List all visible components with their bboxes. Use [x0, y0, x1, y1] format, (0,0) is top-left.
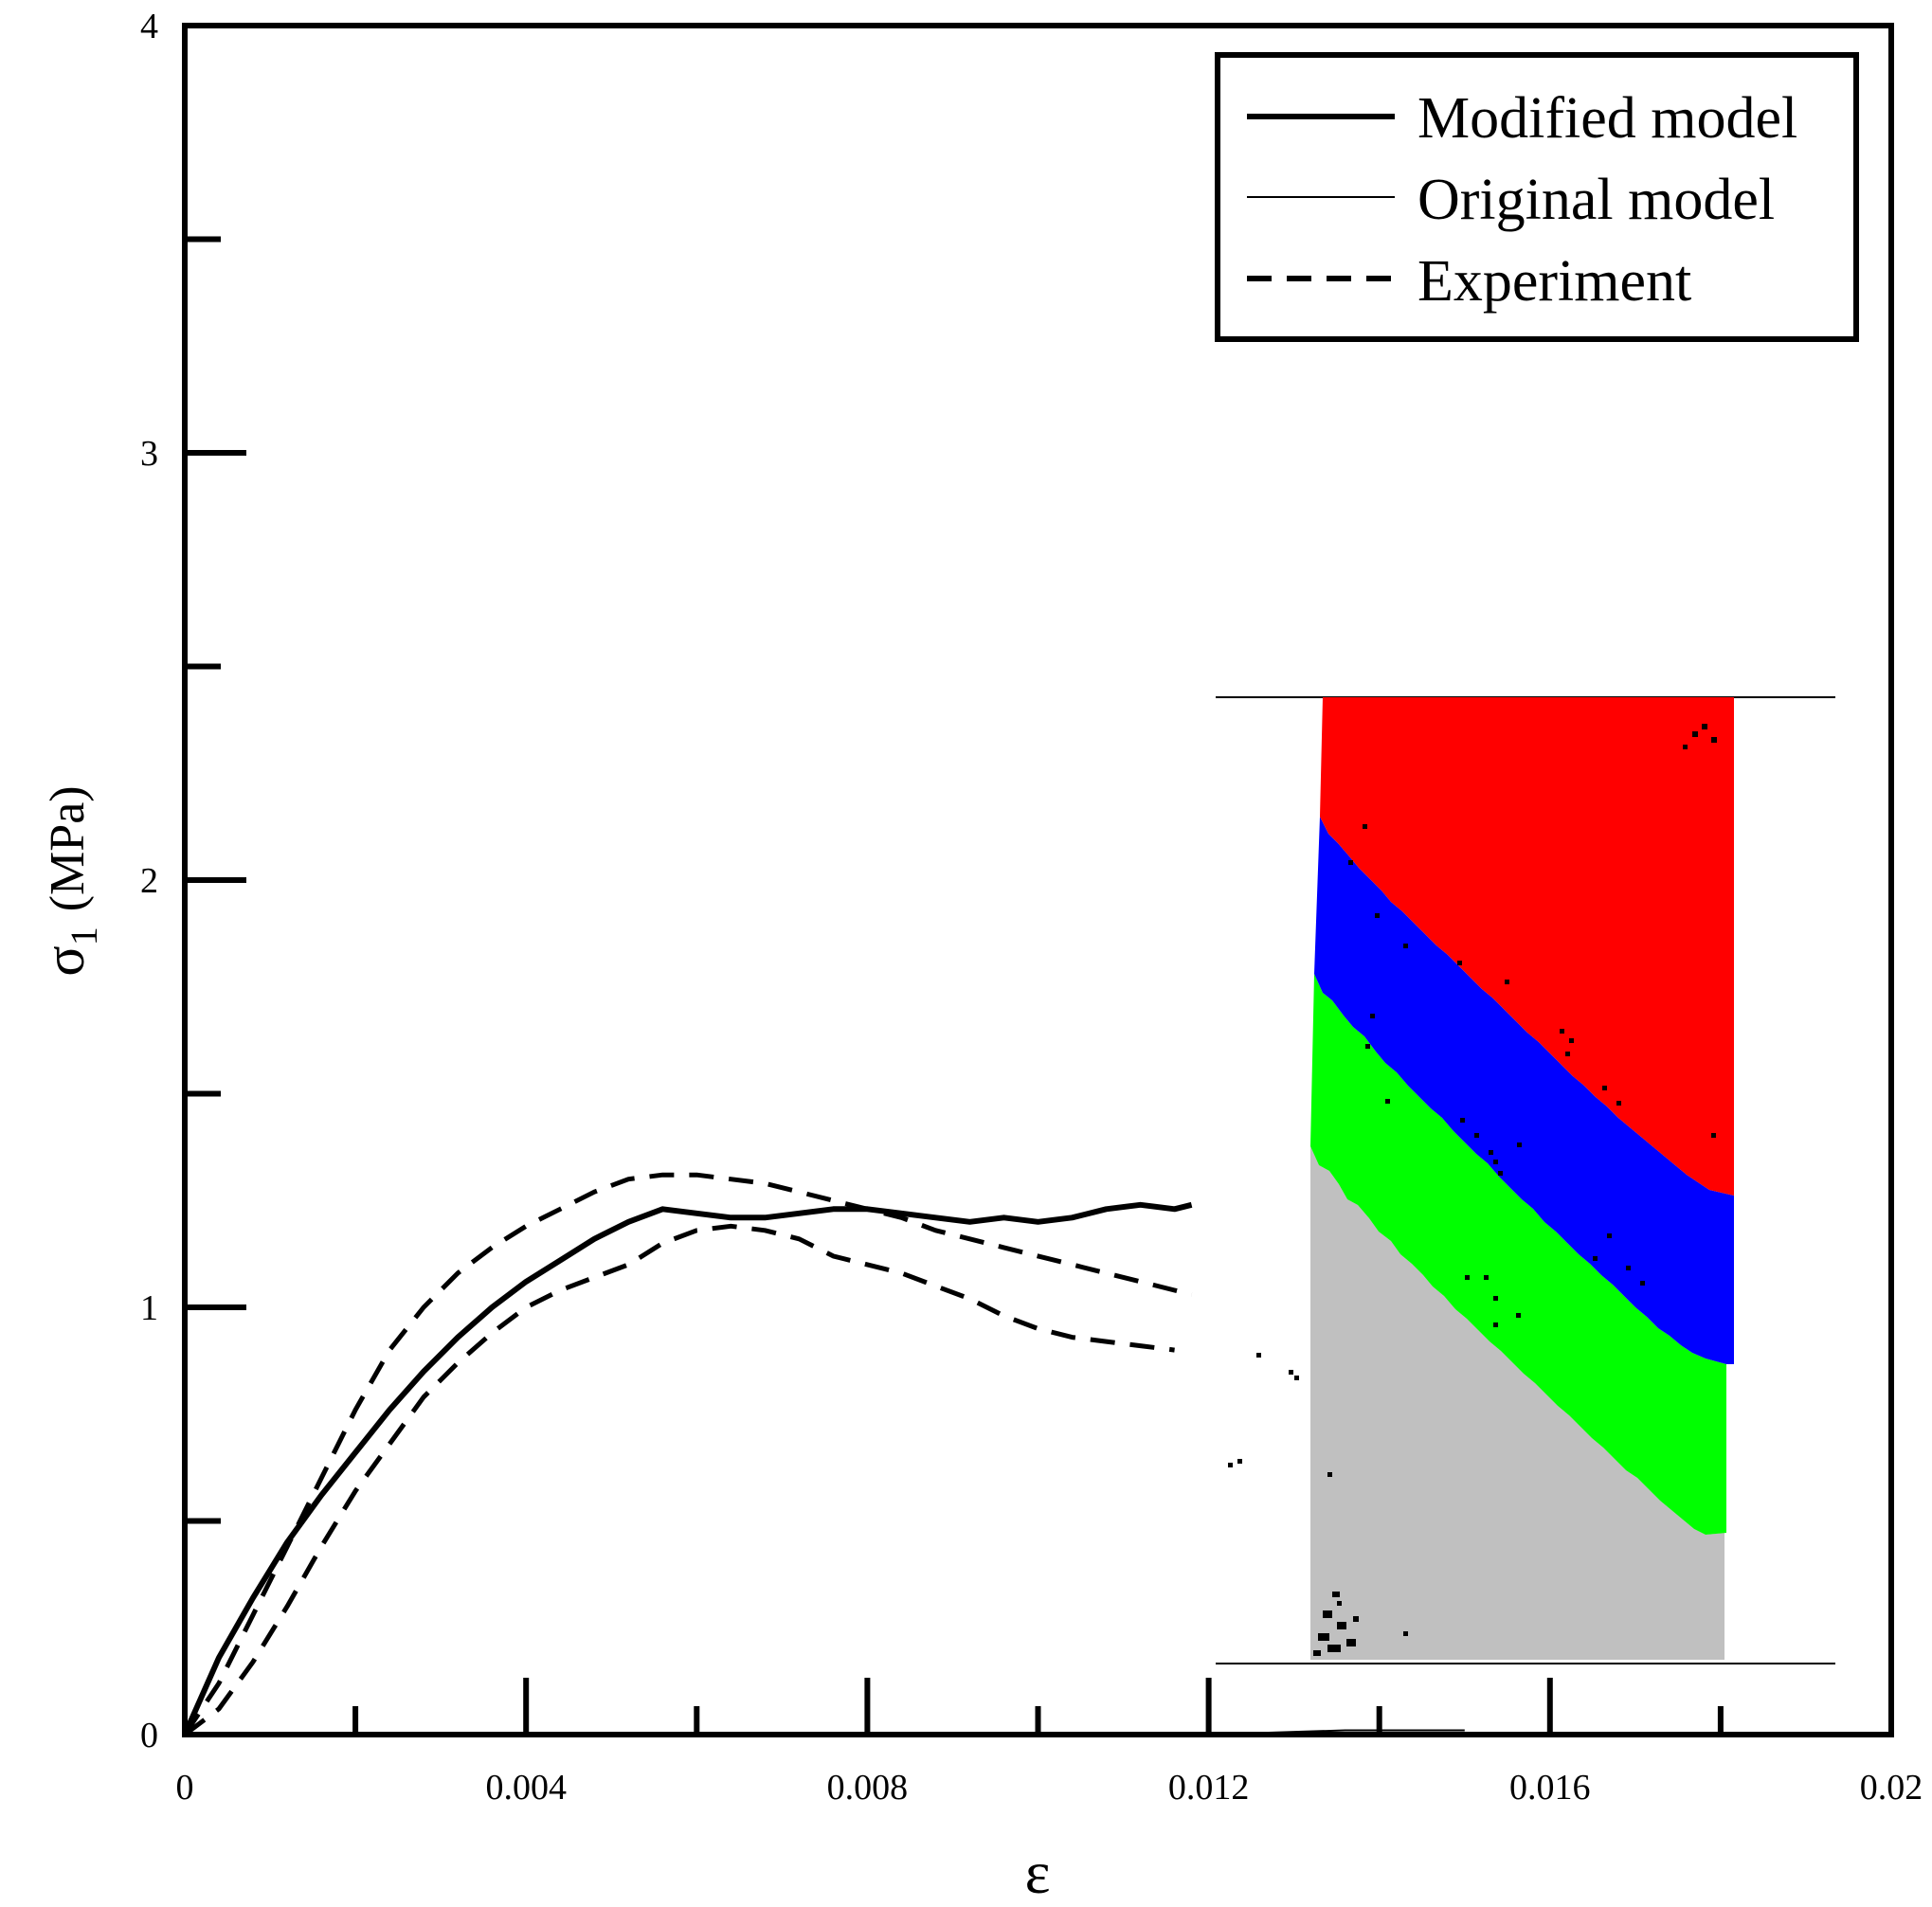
x-tick-label: 0 — [176, 1768, 194, 1808]
inset-red-region — [1320, 697, 1734, 1196]
legend-label-experiment: Experiment — [1417, 249, 1691, 314]
y-axis-title-group: σ1 (MPa) — [33, 785, 105, 976]
x-axis-title: ε — [1025, 1839, 1051, 1906]
y-tick-label: 0 — [140, 1716, 158, 1755]
legend-label-modified: Modified model — [1417, 86, 1797, 151]
y-axis-title: σ — [33, 945, 96, 976]
inset-green-region — [1310, 974, 1726, 1535]
legend-label-original: Original model — [1417, 168, 1775, 232]
y-axis-title-subscript: 1 — [63, 927, 105, 945]
svg-text:σ1(MPa): σ1 (MPa) — [33, 785, 105, 976]
series-layer — [182, 1172, 1465, 1736]
series-line-3 — [183, 1223, 1175, 1736]
series-line-2 — [182, 1172, 1193, 1736]
series-line-0 — [182, 1201, 1193, 1736]
y-tick-label: 4 — [140, 7, 158, 46]
axis-ticks: 0 0.004 0.008 0.012 0.016 0.02 0 1 2 3 4 — [140, 7, 1923, 1808]
inset-crack-marks — [1228, 724, 1717, 1656]
x-tick-label: 0.008 — [827, 1768, 909, 1808]
y-tick-label: 1 — [140, 1288, 158, 1328]
x-tick-label: 0.016 — [1509, 1768, 1591, 1808]
x-tick-label: 0.012 — [1168, 1768, 1250, 1808]
y-tick-label: 2 — [140, 861, 158, 901]
legend: Modified model Original model Experiment — [1215, 52, 1859, 342]
x-tick-label: 0.004 — [485, 1768, 567, 1808]
y-tick-label: 3 — [140, 434, 158, 474]
specimen-damage-inset — [1216, 696, 1835, 1664]
y-axis-title-unit: (MPa) — [41, 785, 95, 911]
inset-blue-region — [1314, 817, 1734, 1364]
series-line-1 — [526, 1729, 1465, 1736]
inset-bottom-region — [1310, 1146, 1724, 1660]
x-tick-label: 0.02 — [1860, 1768, 1923, 1808]
